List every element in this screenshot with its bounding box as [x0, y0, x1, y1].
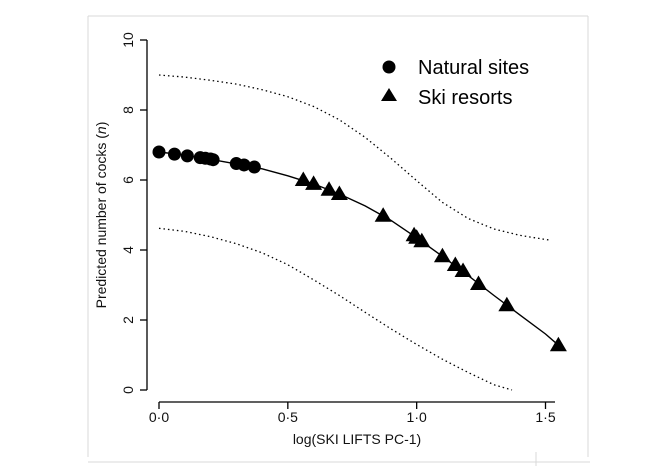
y-tick-label: 6 — [120, 176, 136, 184]
ski-resort-point — [446, 256, 464, 272]
ski-resort-point — [320, 181, 338, 196]
ski-resort-point — [549, 336, 567, 352]
legend-triangle-marker — [381, 88, 397, 101]
y-axis-title: Predicted number of cocks (n) — [93, 122, 109, 309]
x-tick-label: 0·0 — [149, 409, 169, 425]
ski-resort-point — [498, 296, 516, 312]
ski-resort-point — [470, 275, 488, 290]
ski-resort-point — [413, 232, 431, 248]
y-tick-label: 4 — [120, 246, 136, 254]
fitted-curve-layer — [158, 151, 559, 346]
x-tick-label: 1·0 — [407, 409, 427, 425]
legend-circle-marker — [382, 60, 396, 74]
data-points-layer — [152, 145, 567, 352]
y-axis-title-prefix: Predicted number of cocks ( — [93, 134, 109, 309]
ski-resort-point — [330, 185, 348, 200]
confidence-lower-line — [158, 227, 513, 391]
x-tick-label: 0·5 — [278, 409, 298, 425]
y-tick-label: 0 — [120, 386, 136, 394]
natural-site-point — [180, 149, 194, 163]
legend-label-ski-resorts: Ski resorts — [418, 87, 512, 109]
natural-site-point — [206, 153, 220, 167]
y-tick-label: 10 — [120, 32, 136, 48]
y-axis-title-variable: n — [93, 126, 109, 134]
confidence-interval-layer — [158, 74, 551, 391]
x-tick-label: 1·5 — [535, 409, 555, 425]
natural-site-point — [152, 145, 166, 159]
ski-resort-point — [433, 247, 451, 263]
x-axis-ticks: 0·0 0·5 1·0 1·5 — [149, 402, 556, 425]
ski-resort-point — [305, 175, 323, 190]
legend-label-natural-sites: Natural sites — [418, 57, 529, 79]
natural-site-point — [167, 147, 181, 161]
fitted-curve — [158, 151, 559, 346]
legend: Natural sites Ski resorts — [381, 57, 529, 109]
natural-site-point — [237, 158, 251, 172]
ski-resort-point — [454, 262, 472, 277]
natural-site-point — [247, 160, 261, 174]
ski-resort-point — [294, 171, 312, 186]
y-axis-ticks: 0 2 4 6 8 10 — [120, 32, 147, 394]
y-tick-label: 8 — [120, 106, 136, 114]
y-axis-title-suffix: ) — [93, 122, 109, 127]
y-tick-label: 2 — [120, 316, 136, 324]
ski-resort-point — [374, 207, 392, 222]
x-axis-title: log(SKI LIFTS PC-1) — [293, 431, 421, 447]
